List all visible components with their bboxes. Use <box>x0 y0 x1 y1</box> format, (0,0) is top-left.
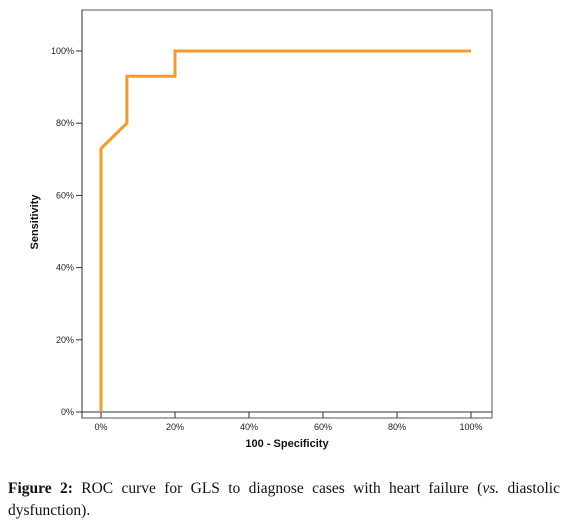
y-axis-title: Sensitivity <box>29 194 41 250</box>
roc-curve <box>99 49 471 412</box>
y-tick-label: 20% <box>56 335 74 345</box>
x-tick-label: 100% <box>459 422 482 432</box>
caption-text: ROC curve for GLS to diagnose cases with… <box>72 480 483 497</box>
x-ticks: 0% 20% 40% 60% 80% 100% <box>94 412 483 432</box>
caption-italic: vs. <box>482 480 500 497</box>
x-tick-label: 60% <box>314 422 332 432</box>
y-tick-label: 40% <box>56 263 74 273</box>
roc-chart: 0% 20% 40% 60% 80% 100% 0% 20% 40% 60% 80% 100% 10… <box>29 9 493 450</box>
figure-caption: Figure 2: ROC curve for GLS to diagnose … <box>8 478 560 522</box>
y-tick-label: 80% <box>56 118 74 128</box>
y-ticks: 0% 20% 40% 60% 80% 100% <box>51 46 82 417</box>
x-tick-label: 20% <box>166 422 184 432</box>
caption-label: Figure 2: <box>8 480 73 497</box>
y-tick-label: 0% <box>61 407 74 417</box>
caption-text-end: diastolic dysfunction). <box>8 480 560 519</box>
plot-area <box>81 9 493 419</box>
x-tick-label: 0% <box>94 422 107 432</box>
x-axis-title: 100 - Specificity <box>245 438 329 450</box>
x-tick-label: 80% <box>388 422 406 432</box>
y-tick-label: 100% <box>51 46 74 56</box>
x-tick-label: 40% <box>240 422 258 432</box>
y-tick-label: 60% <box>56 190 74 200</box>
